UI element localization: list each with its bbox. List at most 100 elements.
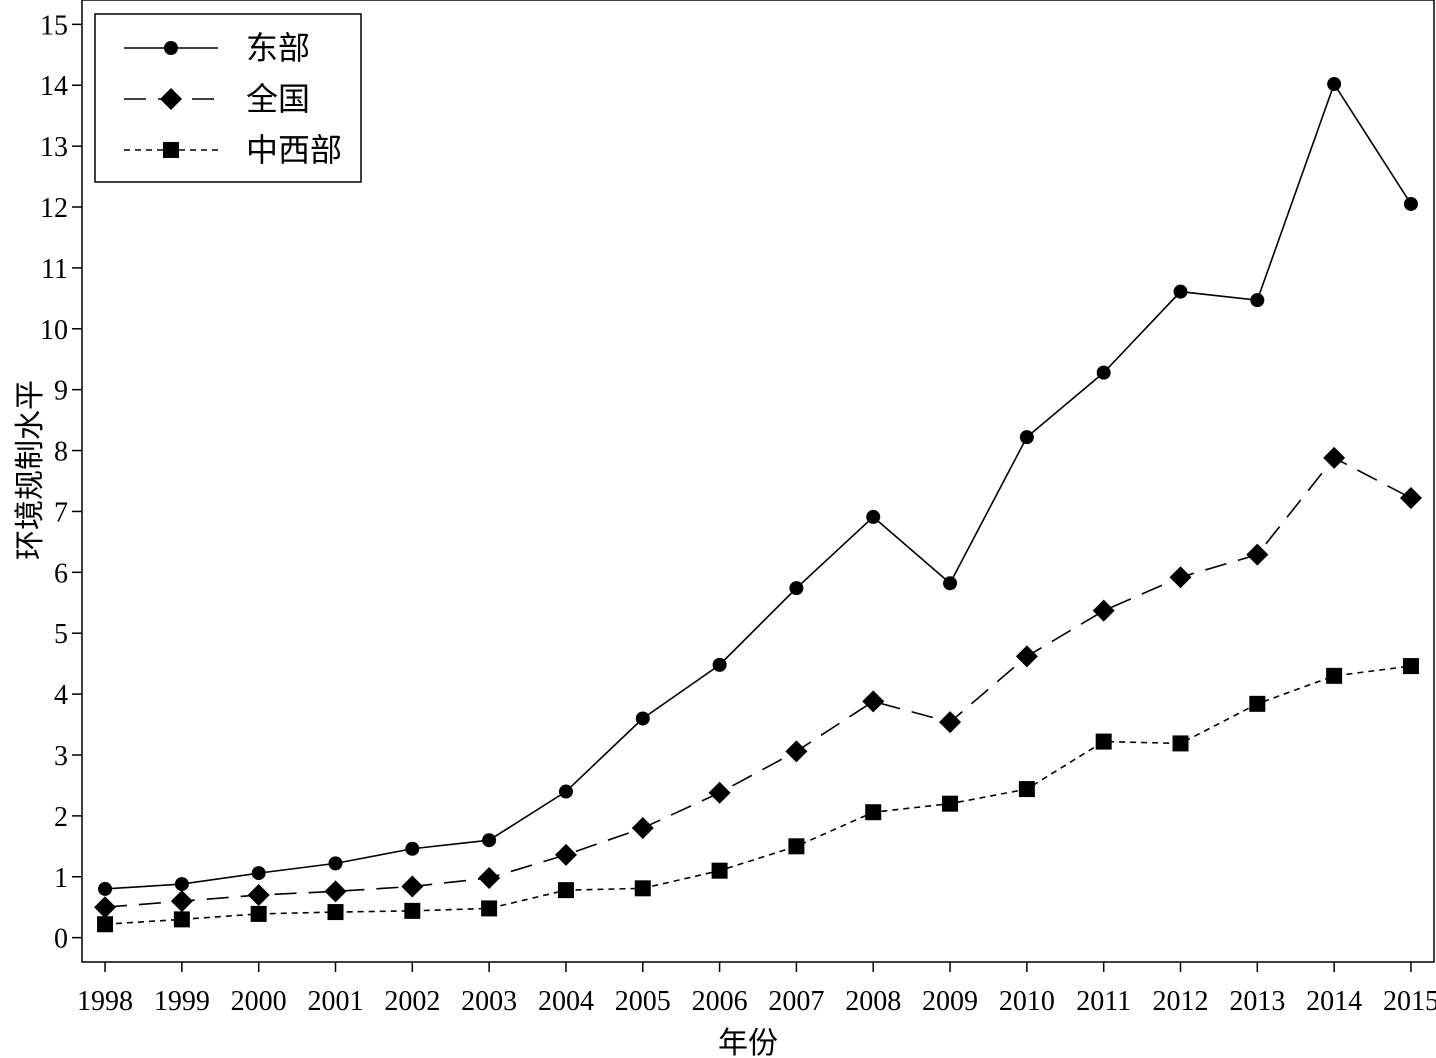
data-point [250, 905, 267, 922]
data-point [634, 880, 651, 897]
data-point [708, 781, 731, 804]
data-point [1399, 487, 1422, 510]
legend-marker [164, 41, 178, 55]
x-tick-label: 2003 [461, 986, 517, 1017]
data-point [785, 740, 808, 763]
x-tick-label: 2010 [999, 986, 1055, 1017]
data-point [1169, 566, 1192, 589]
y-tick-label: 13 [40, 132, 68, 163]
y-tick-label: 10 [40, 315, 68, 346]
data-point [939, 711, 962, 734]
data-point [862, 690, 885, 713]
legend-label: 全国 [246, 81, 310, 117]
data-point [1015, 645, 1038, 668]
y-tick-label: 8 [54, 437, 68, 468]
data-point [478, 866, 501, 889]
x-axis: 1998 1999 2000 2001 2002 2003 2004 2005 2006 2007… [77, 962, 1436, 1017]
data-point [711, 862, 728, 879]
legend-box [94, 13, 362, 183]
data-point [1018, 781, 1035, 798]
data-point [1402, 658, 1419, 675]
legend-label: 东部 [246, 30, 310, 66]
y-tick-label: 3 [54, 741, 68, 772]
data-point [405, 841, 420, 856]
x-tick-label: 2014 [1306, 986, 1362, 1017]
y-tick-label: 0 [54, 924, 68, 955]
x-tick-label: 2001 [308, 986, 364, 1017]
data-point [1403, 196, 1418, 211]
data-point [1327, 77, 1342, 92]
x-tick-label: 2013 [1229, 986, 1285, 1017]
x-tick-label: 2006 [692, 986, 748, 1017]
x-tick-label: 2000 [231, 986, 287, 1017]
y-tick-label: 12 [40, 193, 68, 224]
data-point [866, 509, 881, 524]
data-point [943, 576, 958, 591]
data-point [327, 904, 344, 921]
y-tick-label: 14 [40, 71, 68, 102]
y-tick-label: 6 [54, 558, 68, 589]
data-point [481, 900, 498, 917]
data-point [1323, 446, 1346, 469]
data-point [401, 875, 424, 898]
y-tick-label: 5 [54, 619, 68, 650]
data-point [788, 838, 805, 855]
data-point [482, 833, 497, 848]
x-tick-label: 1998 [77, 986, 133, 1017]
data-point [98, 881, 113, 896]
data-point [1249, 695, 1266, 712]
y-tick-label: 11 [41, 254, 68, 285]
data-point [170, 890, 193, 913]
data-point [1173, 284, 1188, 299]
x-axis-title: 年份 [718, 1027, 778, 1058]
x-tick-label: 2002 [384, 986, 440, 1017]
series-3 [97, 658, 1419, 933]
data-point [789, 581, 804, 596]
data-point [1250, 293, 1265, 308]
series-line [104, 82, 1412, 890]
data-point [1172, 735, 1189, 752]
series-line [104, 665, 1412, 926]
data-point [942, 795, 959, 812]
data-point [712, 657, 727, 672]
data-point [1246, 543, 1269, 566]
x-tick-label: 2011 [1076, 986, 1131, 1017]
y-tick-label: 9 [54, 376, 68, 407]
data-point [173, 911, 190, 928]
y-tick-label: 1 [54, 863, 68, 894]
data-point [865, 804, 882, 821]
y-axis-title: 环境规制水平 [14, 380, 47, 560]
series-1 [98, 77, 1418, 896]
x-tick-label: 2012 [1153, 986, 1209, 1017]
legend-marker [163, 142, 179, 158]
data-point [324, 880, 347, 903]
data-point [94, 896, 117, 919]
x-tick-label: 1999 [154, 986, 210, 1017]
x-tick-label: 2008 [845, 986, 901, 1017]
x-tick-label: 2004 [538, 986, 594, 1017]
data-point [631, 817, 654, 840]
y-tick-label: 7 [54, 497, 68, 528]
data-point [174, 877, 189, 892]
data-point [328, 856, 343, 871]
x-tick-label: 2009 [922, 986, 978, 1017]
data-point [554, 843, 577, 866]
series-2 [94, 446, 1422, 919]
x-tick-label: 2005 [615, 986, 671, 1017]
data-point [404, 902, 421, 919]
data-point [558, 784, 573, 799]
data-point [1095, 733, 1112, 750]
data-point [251, 866, 266, 881]
data-point [635, 711, 650, 726]
data-point [97, 916, 114, 933]
data-point [1019, 430, 1034, 445]
series-layer [94, 77, 1422, 933]
plot-frame [81, 0, 1435, 963]
data-point [1092, 599, 1115, 622]
x-tick-label: 2007 [768, 986, 824, 1017]
legend-marker [160, 88, 182, 110]
y-tick-label: 4 [54, 680, 68, 711]
